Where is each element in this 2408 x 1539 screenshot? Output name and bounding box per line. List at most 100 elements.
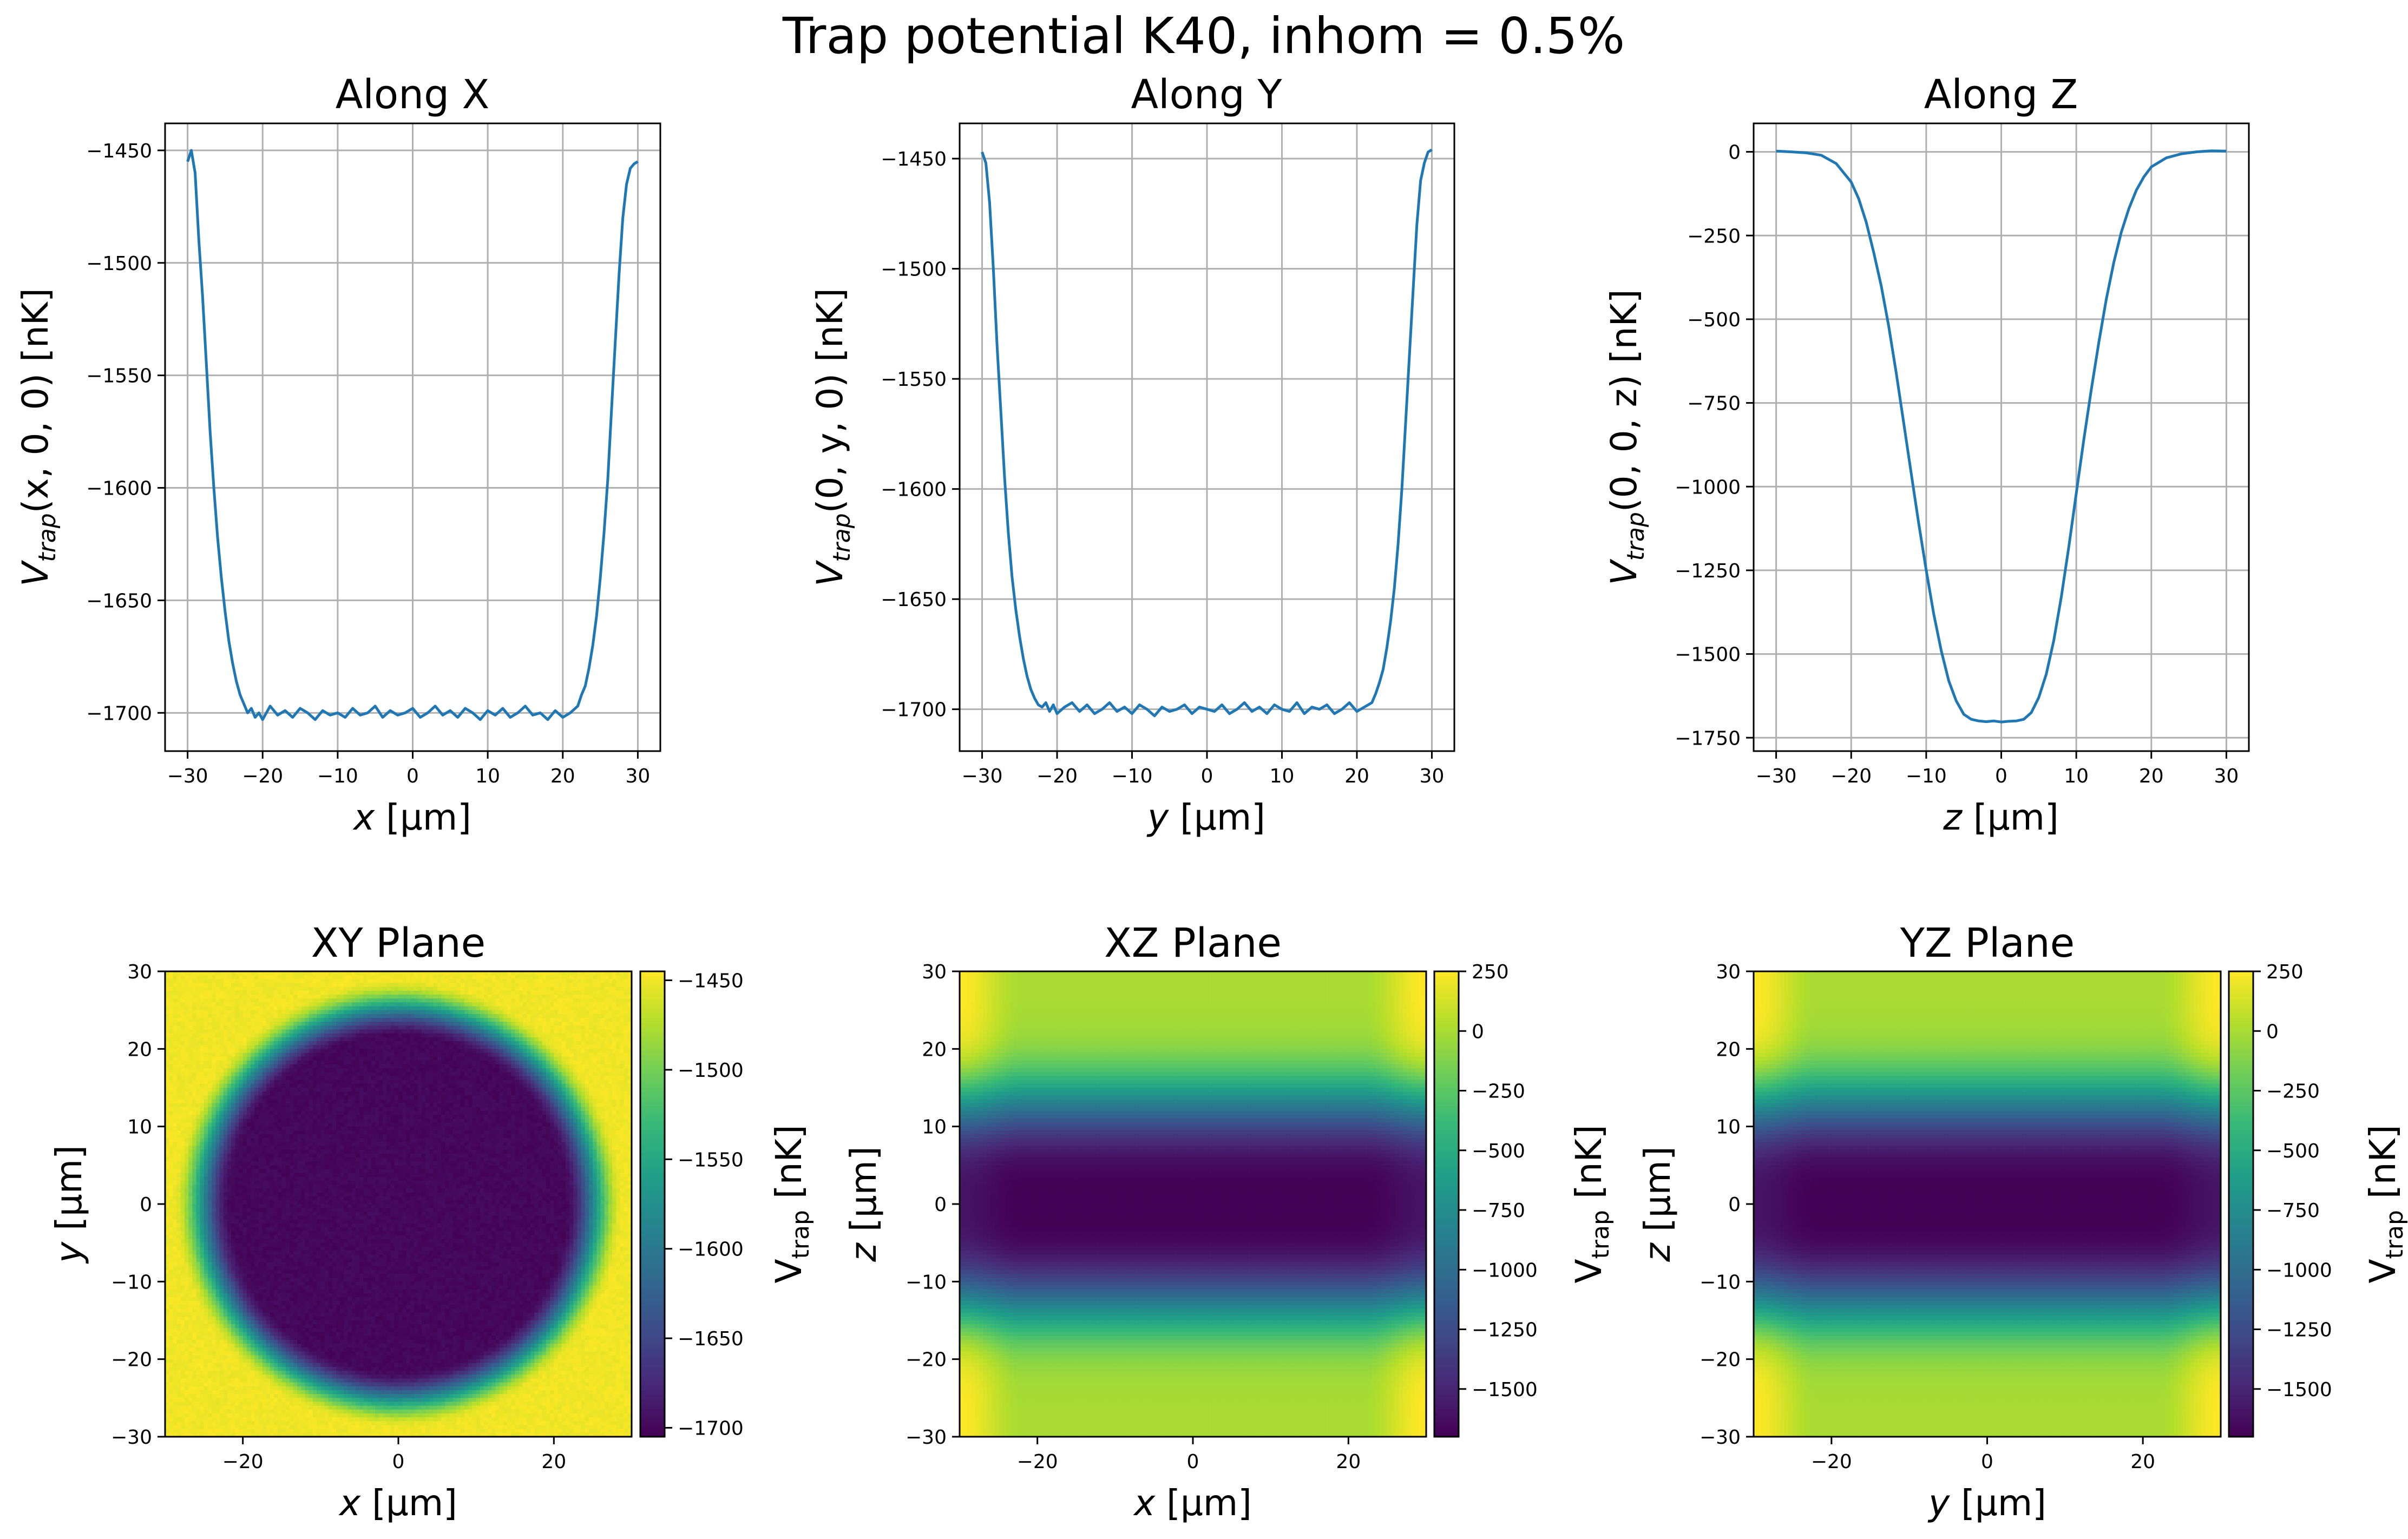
- colorbar-label-yz-plane: Vtrap [nK]: [2362, 1125, 2408, 1284]
- panel-along-z: Along Z −30 −20 −10 0 10 20 300−250−500−750−10…: [1603, 71, 2249, 838]
- x-tick-label: 20: [2130, 1451, 2155, 1473]
- x-tick-label: 10: [1270, 765, 1295, 787]
- y-tick-label: −750: [1687, 393, 1741, 415]
- y-tick-label: −10: [906, 1271, 947, 1293]
- y-axis-label-along-z: Vtrap(0, 0, z) [nK]: [1603, 289, 1650, 585]
- colorbar-tick-label: −750: [1472, 1200, 1525, 1222]
- colorbar-tick-label: −1000: [1472, 1259, 1538, 1281]
- colorbar-tick-label: −250: [1472, 1081, 1525, 1103]
- y-tick-label: −1700: [86, 702, 152, 725]
- y-tick-label: 10: [1716, 1116, 1741, 1139]
- colorbar-tick-label: −1550: [678, 1149, 744, 1171]
- y-tick-label: −250: [1687, 225, 1741, 247]
- y-axis-label-xz-plane: z [μm]: [843, 1146, 884, 1262]
- heatmap-cells: [1754, 971, 2221, 1437]
- y-tick-label: −1450: [881, 148, 947, 170]
- x-tick-label: 0: [406, 765, 419, 787]
- colorbar-tick-label: −750: [2266, 1200, 2320, 1222]
- colorbar-label-xz-plane: Vtrap [nK]: [1568, 1125, 1615, 1284]
- x-tick-label: −20: [1036, 765, 1078, 787]
- y-tick-label: 20: [922, 1038, 947, 1061]
- y-tick-label: 20: [127, 1038, 152, 1061]
- panel-title-xz-plane: XZ Plane: [1104, 920, 1282, 966]
- y-tick-label: −30: [111, 1426, 152, 1449]
- x-tick-label: −20: [242, 765, 283, 787]
- plot-area-along-x: −30 −20 −10 0 10 20 30−1450−1500−1550−1600−165…: [86, 123, 660, 787]
- x-tick-label: 10: [475, 765, 500, 787]
- x-axis-label-xy-plane: x [μm]: [338, 1482, 457, 1524]
- panel-xy-plane: XY Plane −20 0 203020100−10−20−30−1450−150…: [48, 920, 815, 1524]
- y-tick-label: −1550: [86, 365, 152, 387]
- colorbar-tick-label: −1700: [678, 1417, 744, 1439]
- panel-along-y: Along Y −30 −20 −10 0 10 20 30−1450−1500−1550−…: [809, 71, 1454, 838]
- panel-title-along-z: Along Z: [1924, 71, 2078, 118]
- colorbar-tick-label: −1250: [1472, 1319, 1538, 1341]
- x-tick-label: 10: [2064, 765, 2089, 787]
- x-tick-label: −20: [1830, 765, 1872, 787]
- x-tick-label: −20: [1017, 1451, 1058, 1473]
- colorbar-tick-label: −1500: [1472, 1379, 1538, 1401]
- colorbar-tick-label: −1500: [678, 1060, 744, 1082]
- colorbar-tick-label: −500: [1472, 1140, 1525, 1162]
- panel-title-yz-plane: YZ Plane: [1900, 920, 2075, 966]
- x-tick-label: 30: [1420, 765, 1445, 787]
- panel-along-x: Along X −30 −20 −10 0 10 20 30−1450−1500−1550−…: [15, 71, 660, 838]
- y-tick-label: 30: [922, 961, 947, 983]
- x-tick-label: −30: [167, 765, 208, 787]
- x-tick-label: 0: [392, 1451, 405, 1473]
- heatmap-xz-plane: −20 0 20 30 20 10 0 −10 −20 −30 250 0 −250 −500 −750 −1…: [906, 961, 1538, 1473]
- colorbar-tick-label: 250: [2266, 961, 2304, 983]
- y-tick-label: −1600: [881, 479, 947, 501]
- x-axis-label-yz-plane: y [μm]: [1927, 1482, 2046, 1524]
- y-tick-label: −1550: [881, 369, 947, 391]
- panel-title-xy-plane: XY Plane: [311, 920, 485, 966]
- y-tick-label: −1650: [86, 590, 152, 612]
- x-tick-label: 30: [626, 765, 651, 787]
- x-tick-label: 20: [550, 765, 575, 787]
- y-tick-label: −1600: [86, 478, 152, 500]
- colorbar-label-xy-plane: Vtrap [nK]: [768, 1125, 815, 1284]
- x-tick-label: −10: [1112, 765, 1153, 787]
- x-tick-label: 0: [1187, 1451, 1199, 1473]
- x-tick-label: −10: [317, 765, 358, 787]
- x-tick-label: 0: [1995, 765, 2007, 787]
- x-tick-label: 20: [1344, 765, 1369, 787]
- y-tick-label: −1750: [1675, 727, 1741, 749]
- colorbar-tick-label: −1000: [2266, 1259, 2332, 1281]
- x-axis-label-along-z: z [μm]: [1943, 797, 2058, 838]
- colorbar-tick-label: −500: [2266, 1140, 2320, 1162]
- colorbar-tick-label: −1450: [678, 970, 744, 992]
- colorbar-tick-label: 0: [2266, 1021, 2279, 1043]
- y-tick-label: −1500: [86, 253, 152, 275]
- y-tick-label: −30: [906, 1426, 947, 1449]
- y-tick-label: 10: [922, 1116, 947, 1139]
- panel-title-along-x: Along X: [336, 71, 490, 118]
- colorbar-tick-label: 250: [1472, 961, 1509, 983]
- y-tick-label: 0: [140, 1194, 152, 1216]
- x-tick-label: 30: [2214, 765, 2239, 787]
- y-tick-label: −20: [906, 1349, 947, 1371]
- y-tick-label: −500: [1687, 309, 1741, 331]
- y-tick-label: 0: [934, 1194, 947, 1216]
- y-tick-label: 20: [1716, 1038, 1741, 1061]
- y-tick-label: −20: [111, 1349, 152, 1371]
- x-tick-label: −20: [222, 1451, 264, 1473]
- heatmap-cells: [960, 971, 1427, 1437]
- colorbar: −1450−1500−1550−1600−1650−1700: [640, 970, 744, 1440]
- heatmap-xy-plane: −20 0 203020100−10−20−30−1450−1500−1550−16…: [111, 961, 744, 1473]
- x-axis-label-along-x: x [μm]: [352, 797, 471, 838]
- x-tick-label: −30: [1756, 765, 1797, 787]
- panel-yz-plane: YZ Plane −20 0 203020100−10−20−302500−250−…: [1637, 920, 2408, 1524]
- x-tick-label: 0: [1981, 1451, 1993, 1473]
- y-axis-label-xy-plane: y [μm]: [48, 1145, 90, 1264]
- x-tick-label: 20: [2139, 765, 2164, 787]
- heatmap-yz-plane: −20 0 203020100−10−20−302500−250−500−750−1…: [1700, 961, 2332, 1473]
- x-tick-label: 20: [1336, 1451, 1361, 1473]
- y-tick-label: 0: [1728, 1194, 1741, 1216]
- colorbar-tick-label: 0: [1472, 1021, 1484, 1043]
- x-tick-label: −20: [1811, 1451, 1852, 1473]
- y-tick-label: 30: [1716, 961, 1741, 983]
- panel-xz-plane: XZ Plane −20 0 203020100−10−20−302500−250−…: [843, 920, 1615, 1524]
